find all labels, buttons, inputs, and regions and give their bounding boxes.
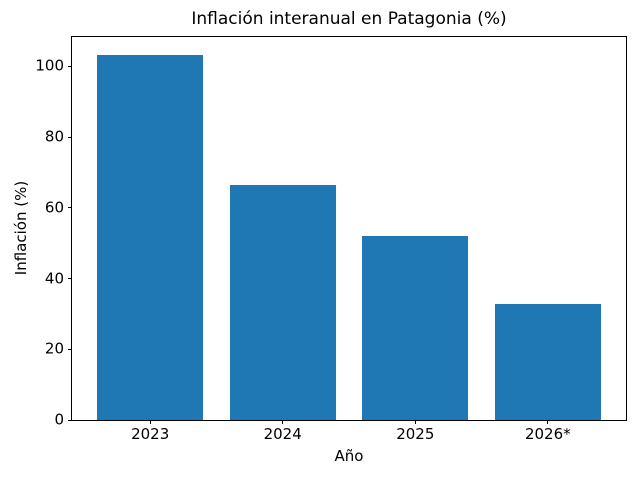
x-tick-mark-2026*	[547, 420, 549, 424]
chart-title: Inflación interanual en Patagonia (%)	[191, 9, 507, 29]
bar-2023	[97, 55, 204, 420]
x-tick-label-2024: 2024	[263, 425, 302, 443]
x-tick-label-2025: 2025	[396, 425, 435, 443]
x-axis-label: Año	[334, 447, 364, 465]
y-tick-mark-0	[68, 419, 72, 421]
bar-2025	[362, 236, 469, 420]
y-tick-mark-60	[68, 207, 72, 209]
y-tick-label-60: 60	[44, 198, 64, 217]
x-tick-mark-2025	[414, 420, 416, 424]
y-tick-mark-40	[68, 278, 72, 279]
y-tick-label-20: 20	[44, 339, 64, 358]
y-tick-mark-20	[68, 348, 72, 350]
bar-2024	[229, 184, 336, 420]
y-tick-label-100: 100	[35, 56, 64, 75]
y-tick-label-80: 80	[44, 127, 64, 146]
x-tick-mark-2024	[282, 420, 284, 424]
y-tick-label-40: 40	[44, 269, 64, 287]
x-tick-label-2023: 2023	[131, 425, 170, 443]
x-tick-mark-2023	[149, 420, 151, 424]
y-tick-mark-80	[68, 136, 72, 138]
bar-2026*	[494, 304, 601, 420]
y-tick-mark-100	[68, 65, 72, 67]
x-tick-label-2026*: 2026*	[524, 425, 571, 443]
y-tick-label-0: 0	[54, 410, 64, 429]
y-axis-label: Inflación (%)	[12, 180, 30, 276]
plot-area: 2023 2024 2025 2026* 0 20 40 60 80 100	[35, 36, 627, 443]
